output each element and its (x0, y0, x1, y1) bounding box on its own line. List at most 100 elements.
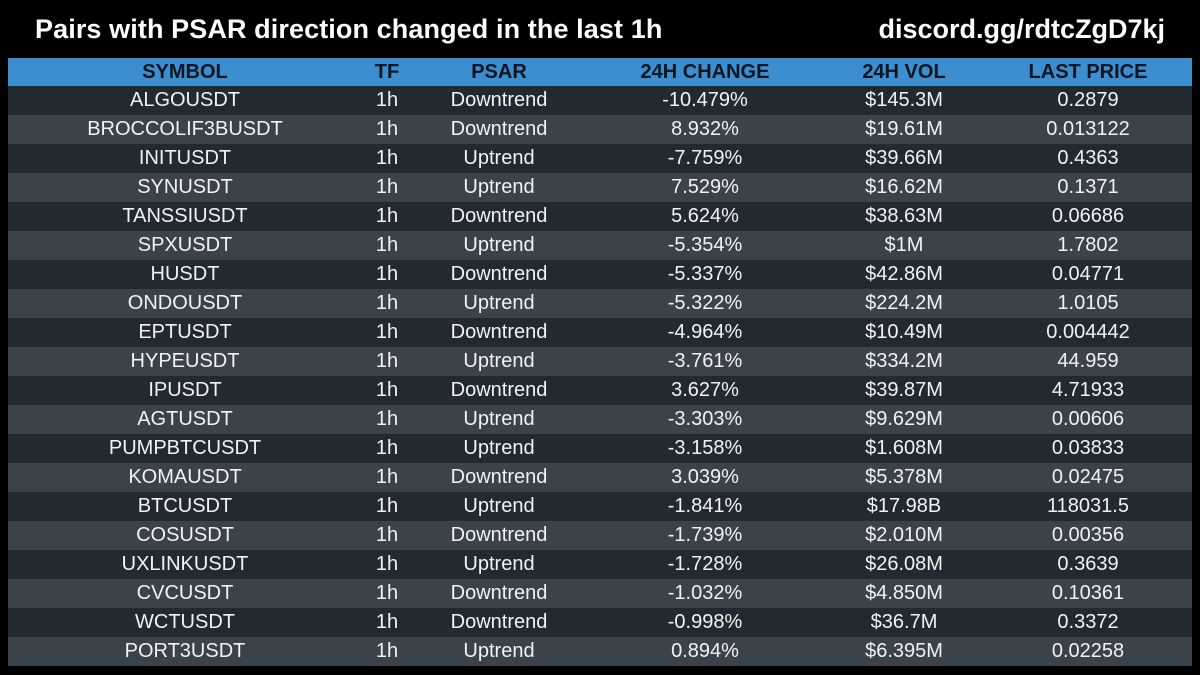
price-cell: 4.71933 (1051, 379, 1125, 401)
table-header-row: SYMBOL TF PSAR 24H CHANGE 24H VOL LAST P… (8, 58, 1192, 86)
psar-cell: Uptrend (463, 350, 535, 372)
table-row: KOMAUSDT 1h Downtrend 3.039% $5.378M 0.02475 (8, 463, 1192, 492)
change-cell: -3.761% (667, 350, 743, 372)
price-cell: 0.3639 (1057, 553, 1119, 575)
symbol-cell: EPTUSDT (138, 321, 232, 343)
price-cell: 0.00606 (1051, 408, 1125, 430)
table-row: TANSSIUSDT 1h Downtrend 5.624% $38.63M 0.0668… (8, 202, 1192, 231)
volume-cell: $6.395M (865, 640, 943, 662)
table-row: INITUSDT 1h Uptrend -7.759% $39.66M 0.4363 (8, 144, 1192, 173)
psar-cell: Uptrend (463, 408, 535, 430)
volume-cell: $145.3M (865, 89, 943, 111)
table-row: ONDOUSDT 1h Uptrend -5.322% $224.2M 1.0105 (8, 289, 1192, 318)
table-row: HYPEUSDT 1h Uptrend -3.761% $334.2M 44.959 (8, 347, 1192, 376)
discord-invite-link[interactable]: discord.gg/rdtcZgD7kj (878, 14, 1165, 44)
table-header: SYMBOL TF PSAR 24H CHANGE 24H VOL LAST P… (8, 58, 1192, 86)
psar-cell: Downtrend (450, 321, 548, 343)
change-cell: 8.932% (671, 118, 739, 140)
psar-cell: Downtrend (450, 466, 548, 488)
tf-cell: 1h (375, 350, 399, 372)
price-cell: 118031.5 (1047, 495, 1129, 517)
tf-cell: 1h (375, 379, 399, 401)
table-row: SYNUSDT 1h Uptrend 7.529% $16.62M 0.1371 (8, 173, 1192, 202)
tf-cell: 1h (375, 582, 399, 604)
tf-cell: 1h (375, 553, 399, 575)
psar-cell: Downtrend (450, 611, 548, 633)
column-header-tf: TF (374, 61, 400, 83)
table-row: BTCUSDT 1h Uptrend -1.841% $17.98B 118031.5 (8, 492, 1192, 521)
table-body: ALGOUSDT 1h Downtrend -10.479% $145.3M 0.2879… (8, 86, 1192, 666)
volume-cell: $19.61M (865, 118, 943, 140)
change-cell: -10.479% (662, 89, 748, 111)
volume-cell: $17.98B (866, 495, 942, 517)
tf-cell: 1h (375, 524, 399, 546)
symbol-cell: WCTUSDT (135, 611, 235, 633)
volume-cell: $36.7M (870, 611, 938, 633)
change-cell: 3.039% (671, 466, 739, 488)
price-cell: 1.7802 (1057, 234, 1119, 256)
tf-cell: 1h (375, 292, 399, 314)
price-cell: 0.10361 (1051, 582, 1125, 604)
page-title: Pairs with PSAR direction changed in the… (35, 14, 663, 44)
symbol-cell: KOMAUSDT (128, 466, 242, 488)
symbol-cell: PORT3USDT (124, 640, 246, 662)
change-cell: -5.337% (667, 263, 743, 285)
column-header-24h-vol: 24H VOL (862, 61, 946, 83)
psar-cell: Downtrend (450, 118, 548, 140)
price-cell: 1.0105 (1057, 292, 1119, 314)
tf-cell: 1h (375, 408, 399, 430)
psar-table-container: SYMBOL TF PSAR 24H CHANGE 24H VOL LAST P… (8, 58, 1192, 666)
price-cell: 0.02475 (1051, 466, 1125, 488)
symbol-cell: SYNUSDT (137, 176, 233, 198)
symbol-cell: HUSDT (150, 263, 220, 285)
price-cell: 0.1371 (1057, 176, 1119, 198)
column-header-24h-change: 24H CHANGE (640, 61, 770, 83)
volume-cell: $224.2M (865, 292, 943, 314)
volume-cell: $39.66M (865, 147, 943, 169)
volume-cell: $1.608M (865, 437, 943, 459)
psar-cell: Uptrend (463, 495, 535, 517)
table-row: UXLINKUSDT 1h Uptrend -1.728% $26.08M 0.3639 (8, 550, 1192, 579)
table-row: COSUSDT 1h Downtrend -1.739% $2.010M 0.00356 (8, 521, 1192, 550)
symbol-cell: INITUSDT (138, 147, 232, 169)
price-cell: 0.2879 (1057, 89, 1119, 111)
psar-cell: Uptrend (463, 292, 535, 314)
table-row: ALGOUSDT 1h Downtrend -10.479% $145.3M 0.2879 (8, 86, 1192, 115)
change-cell: 0.894% (671, 640, 739, 662)
tf-cell: 1h (375, 234, 399, 256)
price-cell: 0.004442 (1046, 321, 1130, 343)
psar-cell: Uptrend (463, 553, 535, 575)
tf-cell: 1h (375, 147, 399, 169)
change-cell: 7.529% (671, 176, 739, 198)
tf-cell: 1h (375, 176, 399, 198)
tf-cell: 1h (375, 466, 399, 488)
change-cell: -4.964% (667, 321, 743, 343)
column-header-last-price: LAST PRICE (1028, 61, 1148, 83)
price-cell: 0.013122 (1046, 118, 1130, 140)
tf-cell: 1h (375, 118, 399, 140)
change-cell: -1.728% (667, 553, 743, 575)
psar-cell: Uptrend (463, 234, 535, 256)
table-row: PUMPBTCUSDT 1h Uptrend -3.158% $1.608M 0.0383… (8, 434, 1192, 463)
psar-cell: Downtrend (450, 205, 548, 227)
volume-cell: $334.2M (865, 350, 943, 372)
change-cell: 3.627% (671, 379, 739, 401)
volume-cell: $5.378M (865, 466, 943, 488)
change-cell: -5.354% (667, 234, 743, 256)
psar-cell: Downtrend (450, 89, 548, 111)
symbol-cell: BTCUSDT (137, 495, 233, 517)
table-row: IPUSDT 1h Downtrend 3.627% $39.87M 4.71933 (8, 376, 1192, 405)
volume-cell: $2.010M (865, 524, 943, 546)
volume-cell: $39.87M (865, 379, 943, 401)
psar-cell: Uptrend (463, 437, 535, 459)
symbol-cell: UXLINKUSDT (121, 553, 249, 575)
change-cell: -7.759% (667, 147, 743, 169)
table-row: AGTUSDT 1h Uptrend -3.303% $9.629M 0.00606 (8, 405, 1192, 434)
volume-cell: $9.629M (865, 408, 943, 430)
symbol-cell: ONDOUSDT (127, 292, 243, 314)
price-cell: 0.03833 (1051, 437, 1125, 459)
volume-cell: $38.63M (865, 205, 943, 227)
volume-cell: $1M (884, 234, 924, 256)
symbol-cell: IPUSDT (148, 379, 222, 401)
table-row: WCTUSDT 1h Downtrend -0.998% $36.7M 0.3372 (8, 608, 1192, 637)
